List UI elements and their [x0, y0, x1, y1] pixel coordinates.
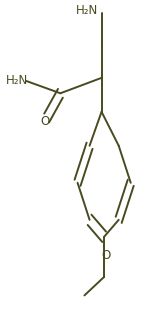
Text: H₂N: H₂N [76, 4, 98, 17]
Text: O: O [40, 115, 50, 127]
Text: O: O [101, 249, 111, 262]
Text: H₂N: H₂N [6, 74, 28, 87]
